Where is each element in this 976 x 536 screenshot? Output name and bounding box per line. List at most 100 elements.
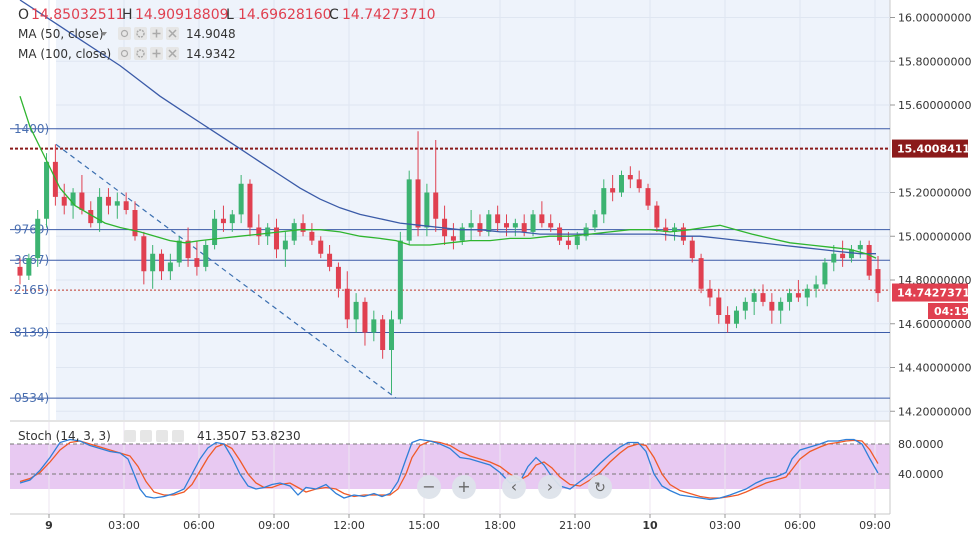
candle-body — [574, 236, 580, 245]
candle-body — [707, 288, 713, 298]
price-axis-bg — [890, 0, 976, 536]
fib-level-label: 9769) — [14, 223, 49, 237]
fib-level-label: 3667) — [14, 253, 49, 267]
candle-body — [185, 240, 191, 259]
time-tick-label: 18:00 — [484, 519, 516, 532]
ma100-settings-button[interactable] — [134, 47, 147, 60]
candle-body — [220, 218, 226, 224]
low-value: 14.69628160 — [238, 7, 332, 23]
main-plot-bg — [56, 0, 890, 420]
candlestick-series — [17, 131, 881, 394]
chart-controls: − + ‹ › ↻ — [417, 475, 612, 499]
candle-body — [61, 196, 67, 206]
stoch-add-button[interactable] — [156, 430, 168, 442]
candle-body — [645, 188, 651, 206]
candle-body — [503, 223, 509, 228]
candle-body — [733, 310, 739, 324]
zoom-in-button[interactable]: + — [452, 475, 476, 499]
stoch-k-line — [19, 438, 879, 501]
ma100-visibility-button[interactable] — [118, 47, 131, 60]
candle-body — [433, 192, 439, 219]
candle-body — [212, 218, 218, 245]
candle-body — [132, 210, 138, 237]
stoch-settings-button[interactable] — [140, 430, 152, 442]
price-tick-label: 15.60000000 — [898, 99, 971, 112]
candle-body — [114, 201, 120, 206]
candle-body — [680, 227, 686, 241]
candle-body — [327, 253, 333, 267]
candle-body — [362, 301, 368, 333]
plus-icon — [152, 49, 161, 58]
close-icon — [168, 49, 177, 58]
candle-body — [105, 196, 111, 206]
candle-body — [335, 266, 341, 289]
candle-body — [875, 269, 881, 294]
ma50-settings-button[interactable] — [134, 27, 147, 40]
high-value: 14.90918809 — [135, 7, 229, 23]
ma50-dropdown-icon[interactable] — [101, 32, 107, 36]
ma50-visibility-button[interactable] — [118, 27, 131, 40]
candle-body — [344, 288, 350, 320]
candle-body — [265, 227, 271, 237]
candle-body — [397, 240, 403, 320]
price-tick-label: 15.20000000 — [898, 187, 971, 200]
scroll-right-button[interactable]: › — [538, 475, 562, 499]
stoch-d-line — [19, 439, 879, 499]
fib-level-label: 2165) — [14, 283, 49, 297]
time-tick-label: 03:00 — [709, 519, 741, 532]
candle-body — [291, 223, 297, 241]
candle-body — [203, 245, 209, 267]
candle-body — [663, 227, 669, 232]
candle-body — [486, 214, 492, 232]
reset-chart-button[interactable]: ↻ — [588, 475, 612, 499]
candle-body — [787, 293, 793, 302]
candle-body — [848, 249, 854, 259]
candle-body — [176, 240, 182, 263]
candle-body — [318, 240, 324, 254]
candle-body — [450, 236, 456, 241]
candle-body — [521, 223, 527, 232]
candle-body — [309, 231, 315, 241]
candle-body — [26, 258, 32, 276]
stoch-legend[interactable]: Stoch (14, 3, 3) 41.3507 53.8230 — [18, 429, 301, 443]
candle-body — [194, 258, 200, 267]
highlight-price-tag: 15.40084119 — [892, 139, 976, 158]
ma100-label: MA (100, close) — [18, 47, 111, 61]
time-tick-label: 03:00 — [108, 519, 140, 532]
stoch-tick-label: 80.0000 — [898, 438, 944, 451]
stoch-visibility-button[interactable] — [124, 430, 136, 442]
stoch-remove-button[interactable] — [172, 430, 184, 442]
candle-body — [530, 214, 536, 232]
fib-level-label: 8139) — [14, 325, 49, 339]
candle-body — [592, 214, 598, 228]
time-tick-label: 10 — [642, 519, 658, 532]
price-tick-label: 14.60000000 — [898, 318, 971, 331]
trendline[interactable] — [55, 143, 397, 399]
candle-body — [512, 223, 518, 228]
time-tick-label: 06:00 — [784, 519, 816, 532]
chevron-left-icon: ‹ — [511, 477, 517, 496]
ma100-value: 14.9342 — [186, 47, 236, 61]
scroll-left-button[interactable]: ‹ — [502, 475, 526, 499]
moving-averages — [19, 0, 877, 259]
candle-body — [822, 262, 828, 285]
gear-icon — [136, 49, 145, 58]
ma50-legend[interactable]: MA (50, close) 14.9048 — [18, 27, 236, 41]
highlight-price-tag-bg — [892, 139, 968, 158]
candle-body — [353, 301, 359, 320]
stoch-band — [10, 444, 890, 489]
last-price-tag: 14.74273710 04:19 — [892, 283, 976, 319]
candle-body — [44, 161, 50, 219]
candle-body — [751, 293, 757, 302]
candle-body — [389, 319, 395, 350]
candle-body — [778, 301, 784, 311]
ma100-legend[interactable]: MA (100, close) 14.9342 — [18, 47, 236, 61]
candle-body — [17, 266, 23, 276]
candle-body — [804, 288, 810, 298]
candle-body — [840, 253, 846, 259]
zoom-in-icon: + — [457, 477, 470, 496]
zoom-out-button[interactable]: − — [417, 475, 441, 499]
candle-body — [97, 196, 103, 224]
time-tick-label: 09:00 — [859, 519, 891, 532]
